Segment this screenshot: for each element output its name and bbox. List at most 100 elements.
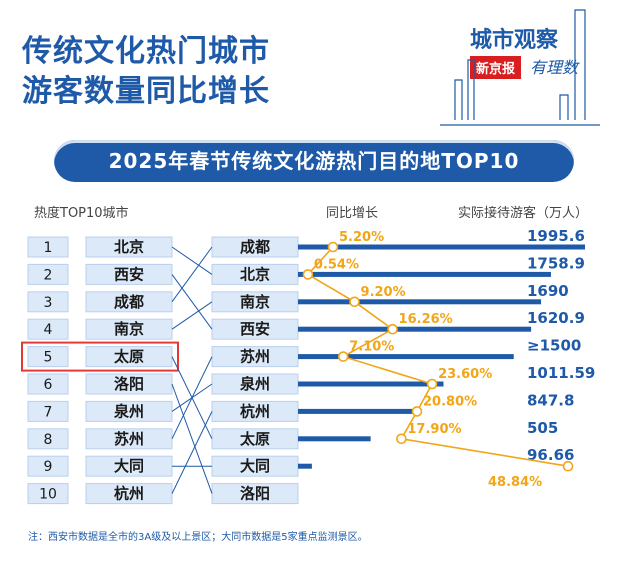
rank-number: 8	[44, 432, 53, 448]
ranking-row: 3 成都	[27, 291, 173, 313]
rank-pill	[27, 400, 69, 422]
city-connector	[171, 246, 213, 303]
brand-suffix: 有理数	[530, 58, 579, 77]
growth-point	[426, 378, 438, 390]
ranking-row: 5 太原	[21, 341, 179, 372]
visitor-city-label: 杭州	[240, 402, 270, 420]
rank-pill	[27, 428, 69, 450]
growth-label: 20.80%	[423, 394, 477, 409]
visitor-city-label: 大同	[240, 457, 270, 475]
rank-number: 2	[44, 267, 53, 283]
growth-label: 23.60%	[438, 367, 492, 382]
visitor-bar	[298, 354, 514, 360]
visitor-city-label: 太原	[240, 430, 270, 448]
growth-point	[349, 296, 360, 308]
visitor-value-label: 1011.59	[527, 364, 595, 382]
banner-text: 2025年春节传统文化游热门目的地TOP10	[108, 149, 520, 173]
rank-number: 7	[44, 404, 53, 420]
visitor-city-label: 西安	[240, 320, 270, 338]
growth-point	[396, 433, 407, 445]
visitor-value-label: 96.66	[527, 446, 574, 464]
chart-banner: 2025年春节传统文化游热门目的地TOP10	[54, 140, 574, 182]
highlight-box	[21, 341, 179, 372]
brand-column-name: 城市观察	[470, 27, 559, 53]
growth-label: 5.20%	[339, 230, 384, 245]
visitor-bar	[298, 326, 532, 332]
visitor-value-label: 505	[527, 419, 558, 437]
ranking-row: 9 大同	[27, 455, 173, 477]
rank-number: 5	[44, 350, 53, 366]
visitor-bar	[298, 381, 444, 387]
city-connector	[171, 274, 213, 330]
visitor-city-label: 洛阳	[240, 485, 270, 503]
rank-number: 4	[44, 322, 53, 338]
ranking-city-label: 泉州	[113, 402, 144, 420]
visitor-value-label: 1620.9	[527, 309, 585, 327]
ranking-row: 4 南京	[27, 318, 173, 340]
visitor-bar	[298, 436, 371, 442]
visitor-bar	[298, 463, 312, 469]
growth-point	[302, 269, 314, 280]
growth-point	[337, 351, 349, 362]
rank-number: 9	[44, 459, 53, 475]
ranking-row: 2 西安	[27, 263, 173, 285]
ranking-row: 10 杭州	[27, 483, 173, 505]
ranking-city-label: 大同	[114, 457, 144, 475]
ranking-row: 1 北京	[27, 236, 173, 258]
rank-pill	[27, 346, 69, 368]
visitor-value-label: 1758.9	[527, 254, 585, 272]
visitor-value-label: 1690	[527, 282, 569, 300]
column-header-growth: 同比增长	[326, 206, 379, 221]
column-header-visitors: 实际接待游客（万人）	[458, 206, 589, 221]
rank-pill	[27, 455, 69, 477]
city-connector	[171, 301, 213, 330]
visitor-city-label: 成都	[240, 238, 270, 256]
visitor-bar	[298, 271, 551, 277]
ranking-city-label: 太原	[114, 348, 144, 366]
visitor-value-label: ≥1500	[527, 337, 581, 355]
visitor-city-label: 苏州	[240, 348, 270, 366]
rank-pill	[27, 263, 69, 285]
growth-label: 9.20%	[361, 285, 406, 300]
rank-pill	[27, 373, 69, 395]
visitor-bar	[298, 408, 420, 414]
rank-pill	[27, 318, 69, 340]
growth-point	[387, 323, 398, 335]
city-connector	[171, 411, 213, 494]
city-connector	[171, 383, 213, 494]
growth-label: 48.84%	[488, 475, 542, 490]
city-connector	[171, 246, 213, 275]
ranking-row: 7 泉州	[27, 400, 173, 422]
ranking-city-label: 西安	[114, 265, 144, 283]
ranking-row: 6 洛阳	[27, 373, 173, 395]
growth-label: 17.90%	[407, 422, 461, 437]
growth-label: 16.26%	[399, 312, 453, 327]
growth-point	[411, 406, 423, 417]
growth-label: 0.54%	[314, 257, 359, 272]
growth-label: 7.10%	[349, 340, 394, 355]
ranking-city-label: 洛阳	[114, 375, 144, 393]
footnote: 注：西安市数据是全市的3A级及以上景区；大同市数据是5家重点监测景区。	[28, 532, 368, 543]
rank-number: 1	[44, 240, 53, 256]
main-title-line2: 游客数量同比增长	[22, 74, 270, 109]
growth-point	[562, 460, 574, 472]
ranking-city-label: 北京	[114, 238, 144, 256]
ranking-city-label: 南京	[114, 320, 144, 338]
rank-number: 3	[44, 295, 53, 311]
visitor-value-label: 847.8	[527, 391, 574, 409]
visitor-bar	[298, 244, 585, 250]
column-header-ranking: 热度TOP10城市	[34, 206, 129, 221]
visitor-value-label: 1995.6	[527, 227, 585, 245]
ranking-city-label: 苏州	[114, 430, 144, 448]
ranking-city-label: 成都	[114, 293, 144, 311]
visitor-city-label: 北京	[240, 265, 270, 283]
city-connector	[171, 356, 213, 440]
main-title-line1: 传统文化热门城市	[22, 34, 270, 69]
ranking-city-label: 杭州	[114, 485, 144, 503]
rank-number: 10	[39, 487, 57, 503]
rank-pill	[27, 236, 69, 258]
growth-point	[327, 241, 339, 253]
